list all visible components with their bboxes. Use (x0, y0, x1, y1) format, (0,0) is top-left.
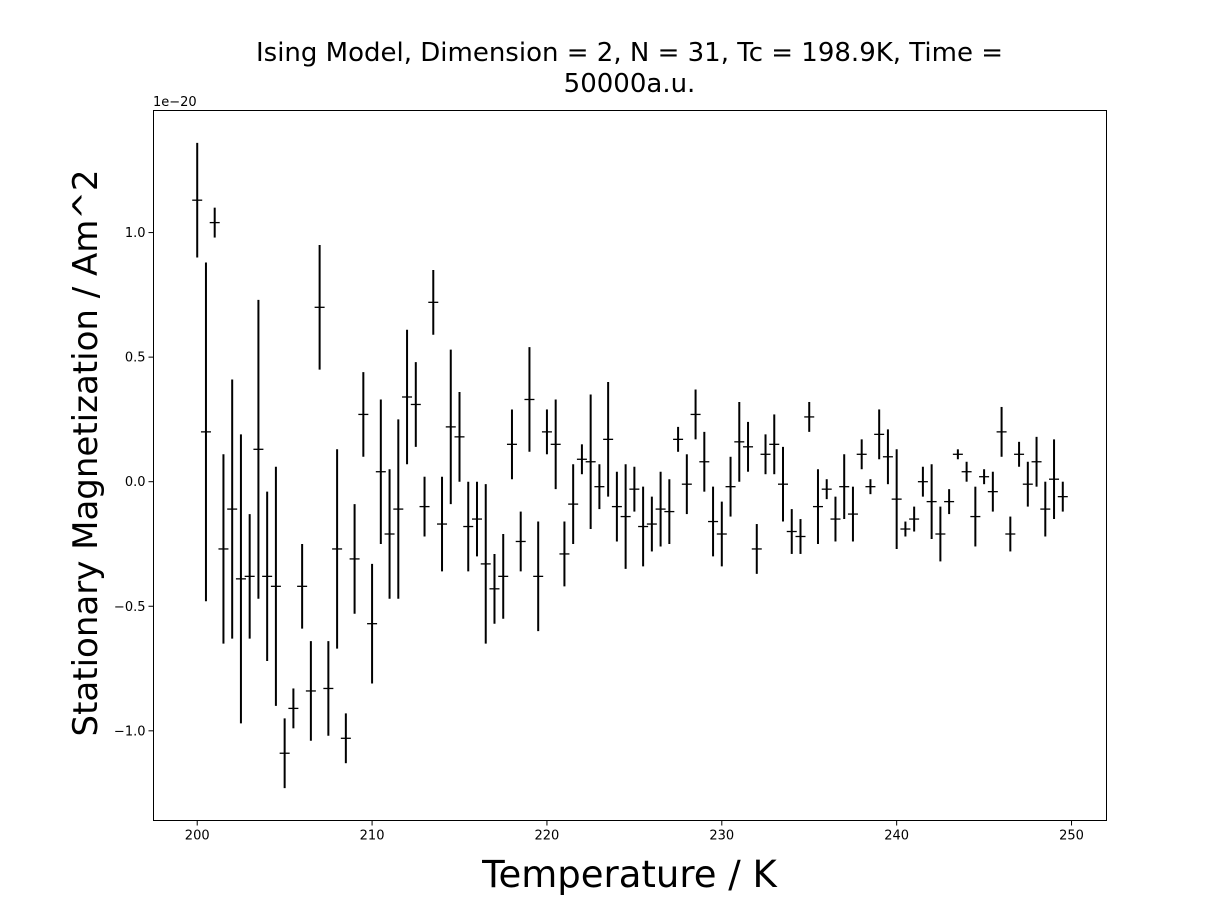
y-ticks: −1.0 −0.5 0.0 0.5 1.0 (114, 226, 154, 739)
y-offset-label: 1e−20 (153, 95, 197, 110)
x-tick-label: 240 (884, 829, 909, 844)
plot-frame (153, 110, 1107, 821)
y-tick-label: −1.0 (114, 724, 146, 739)
data-points (192, 142, 1068, 789)
x-ticks: 200 210 220 230 240 250 (185, 820, 1084, 844)
x-tick-label: 220 (535, 829, 560, 844)
x-axis-label: Temperature / K (482, 853, 777, 896)
x-tick-label: 230 (709, 829, 734, 844)
y-tick-label: 0.5 (125, 351, 146, 366)
y-tick-label: 1.0 (125, 226, 146, 241)
y-tick-label: −0.5 (114, 600, 146, 615)
chart-title: Ising Model, Dimension = 2, N = 31, Tc =… (255, 38, 1003, 99)
x-tick-label: 210 (360, 829, 385, 844)
x-tick-label: 250 (1059, 829, 1084, 844)
x-tick-label: 200 (185, 829, 210, 844)
y-tick-label: 0.0 (125, 475, 146, 490)
